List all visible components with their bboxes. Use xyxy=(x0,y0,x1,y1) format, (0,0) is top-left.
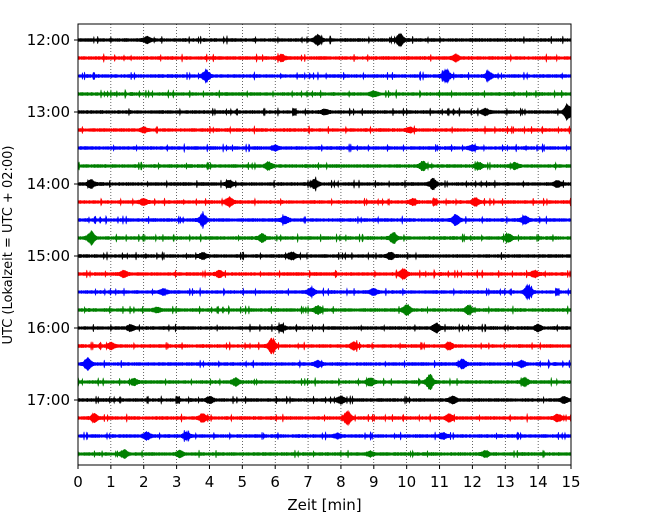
y-tick-label: 15:00 xyxy=(27,247,70,265)
y-tick-label: 14:00 xyxy=(27,175,70,193)
x-tick-label: 2 xyxy=(139,473,149,491)
trace-1200 xyxy=(77,32,572,48)
trace-1615 xyxy=(77,337,572,355)
x-tick-label: 15 xyxy=(561,473,580,491)
trace-1630 xyxy=(77,356,572,372)
x-tick-label: 10 xyxy=(397,473,416,491)
x-tick-label: 1 xyxy=(106,473,116,491)
x-axis-label: Zeit [min] xyxy=(287,496,361,514)
trace-1730 xyxy=(77,429,572,443)
x-tick-label: 13 xyxy=(496,473,515,491)
trace-1715 xyxy=(77,409,572,427)
trace-1430 xyxy=(77,211,572,229)
x-tick-label: 8 xyxy=(336,473,346,491)
y-tick-label: 13:00 xyxy=(27,103,70,121)
trace-1400 xyxy=(77,176,572,192)
trace-1600 xyxy=(77,322,572,334)
traces-layer xyxy=(77,32,572,460)
trace-1330 xyxy=(77,142,572,154)
x-tick-label: 9 xyxy=(369,473,379,491)
trace-1745 xyxy=(77,448,572,460)
trace-1245 xyxy=(77,88,572,100)
x-tick-label: 12 xyxy=(463,473,482,491)
x-tick-label: 14 xyxy=(529,473,548,491)
y-axis-label: UTC (Lokalzeit = UTC + 02:00) xyxy=(1,146,16,345)
trace-1230 xyxy=(77,68,572,84)
trace-1215 xyxy=(77,53,572,63)
trace-1300 xyxy=(77,102,572,122)
trace-1345 xyxy=(77,160,572,172)
trace-1415 xyxy=(77,196,572,208)
y-tick-label: 17:00 xyxy=(27,391,70,409)
x-tick-label: 11 xyxy=(430,473,449,491)
x-tick-label: 6 xyxy=(270,473,280,491)
trace-1645 xyxy=(77,373,572,391)
trace-1530 xyxy=(77,283,572,301)
x-tick-label: 7 xyxy=(303,473,313,491)
x-axis: 0 1 2 3 4 5 6 7 8 9 10 11 12 13 14 15 xyxy=(73,465,581,491)
trace-1545 xyxy=(77,303,572,317)
trace-1700 xyxy=(77,395,572,405)
x-tick-label: 5 xyxy=(238,473,248,491)
y-tick-label: 12:00 xyxy=(27,31,70,49)
x-tick-label: 0 xyxy=(73,473,83,491)
y-axis: 12:00 13:00 14:00 15:00 16:00 17:00 xyxy=(27,31,78,409)
trace-1500 xyxy=(77,251,572,261)
y-tick-label: 16:00 xyxy=(27,319,70,337)
x-tick-label: 3 xyxy=(172,473,182,491)
plot-frame xyxy=(77,23,572,466)
trace-1315 xyxy=(77,125,572,135)
x-tick-label: 4 xyxy=(205,473,215,491)
trace-1515 xyxy=(77,267,572,281)
trace-1445 xyxy=(77,230,572,246)
